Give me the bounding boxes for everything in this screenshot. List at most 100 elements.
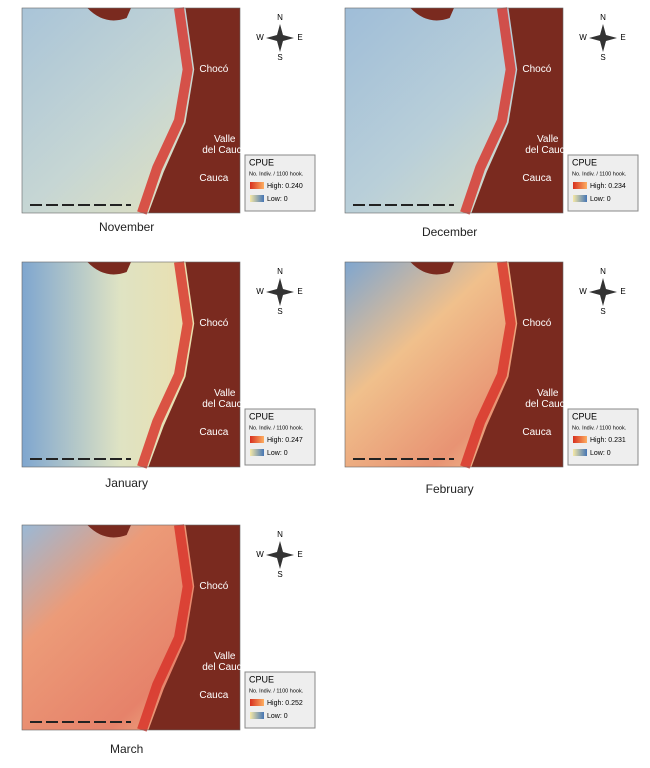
compass-n: N bbox=[277, 267, 283, 276]
month-label: March bbox=[110, 742, 143, 756]
region-label: Chocó bbox=[199, 64, 228, 75]
legend-swatch-low bbox=[573, 449, 587, 456]
compass-e: E bbox=[297, 33, 302, 42]
coastal-band bbox=[460, 7, 516, 215]
legend-title: CPUE bbox=[249, 411, 274, 421]
map-frame bbox=[21, 524, 241, 731]
legend-low: Low: 0 bbox=[590, 450, 611, 457]
compass-e: E bbox=[297, 287, 302, 296]
coastal-band bbox=[137, 524, 193, 732]
compass-w: W bbox=[256, 550, 264, 559]
land bbox=[410, 262, 454, 275]
region-label: Chocó bbox=[522, 64, 551, 75]
region-label: Cauca bbox=[522, 427, 551, 438]
region-label: Cauca bbox=[199, 427, 228, 438]
compass-rose bbox=[266, 24, 294, 52]
legend-title: CPUE bbox=[249, 674, 274, 684]
legend-low: Low: 0 bbox=[590, 196, 611, 203]
month-label: January bbox=[105, 476, 148, 490]
land bbox=[148, 8, 240, 213]
coastal-band bbox=[460, 261, 516, 469]
land bbox=[87, 262, 131, 275]
coastal-band bbox=[137, 7, 193, 215]
region-label: del Cauca bbox=[202, 662, 247, 673]
legend-unit: No. Indiv. / 1100 hook. bbox=[572, 171, 627, 177]
region-label: Valle bbox=[537, 134, 559, 145]
compass-w: W bbox=[579, 33, 587, 42]
legend-swatch-low bbox=[250, 195, 264, 202]
month-label: November bbox=[99, 220, 154, 234]
compass-n: N bbox=[600, 13, 606, 22]
legend-swatch-high bbox=[250, 699, 264, 706]
map-frame bbox=[21, 261, 241, 468]
compass-w: W bbox=[256, 287, 264, 296]
region-label: del Cauca bbox=[525, 145, 570, 156]
compass-s: S bbox=[277, 307, 282, 316]
compass-rose bbox=[589, 24, 617, 52]
region-label: del Cauca bbox=[202, 145, 247, 156]
legend-swatch-high bbox=[250, 182, 264, 189]
land bbox=[87, 525, 131, 538]
region-label: Valle bbox=[537, 388, 559, 399]
legend-title: CPUE bbox=[572, 411, 597, 421]
compass-s: S bbox=[277, 53, 282, 62]
region-label: del Cauca bbox=[202, 399, 247, 410]
legend-high: High: 0.234 bbox=[590, 183, 626, 190]
land bbox=[471, 8, 563, 213]
legend-low: Low: 0 bbox=[267, 450, 288, 457]
land bbox=[148, 525, 240, 730]
land bbox=[410, 8, 454, 21]
legend-unit: No. Indiv. / 1100 hook. bbox=[249, 171, 304, 177]
legend-low: Low: 0 bbox=[267, 196, 288, 203]
land bbox=[87, 8, 131, 21]
compass-n: N bbox=[277, 530, 283, 539]
compass-w: W bbox=[579, 287, 587, 296]
map-frame bbox=[344, 7, 564, 214]
legend-swatch-high bbox=[250, 436, 264, 443]
compass-s: S bbox=[600, 53, 605, 62]
compass-rose bbox=[266, 541, 294, 569]
region-label: Chocó bbox=[522, 318, 551, 329]
compass-e: E bbox=[620, 33, 625, 42]
compass-rose bbox=[589, 278, 617, 306]
compass-s: S bbox=[277, 570, 282, 579]
legend-title: CPUE bbox=[249, 157, 274, 167]
region-label: Chocó bbox=[199, 581, 228, 592]
compass-n: N bbox=[277, 13, 283, 22]
land bbox=[148, 262, 240, 467]
region-label: del Cauca bbox=[525, 399, 570, 410]
coastal-band bbox=[137, 261, 193, 469]
map-frame bbox=[344, 261, 564, 468]
region-label: Chocó bbox=[199, 318, 228, 329]
legend-high: High: 0.240 bbox=[267, 183, 303, 190]
legend-swatch-high bbox=[573, 182, 587, 189]
compass-rose bbox=[266, 278, 294, 306]
legend-unit: No. Indiv. / 1100 hook. bbox=[249, 425, 304, 431]
legend-swatch-high bbox=[573, 436, 587, 443]
region-label: Cauca bbox=[199, 690, 228, 701]
compass-n: N bbox=[600, 267, 606, 276]
region-label: Cauca bbox=[522, 173, 551, 184]
legend-swatch-low bbox=[250, 712, 264, 719]
legend-high: High: 0.252 bbox=[267, 700, 303, 707]
region-label: Valle bbox=[214, 388, 236, 399]
legend-title: CPUE bbox=[572, 157, 597, 167]
month-label: December bbox=[422, 225, 477, 239]
region-label: Valle bbox=[214, 134, 236, 145]
region-label: Cauca bbox=[199, 173, 228, 184]
legend-swatch-low bbox=[573, 195, 587, 202]
compass-w: W bbox=[256, 33, 264, 42]
compass-s: S bbox=[600, 307, 605, 316]
legend-unit: No. Indiv. / 1100 hook. bbox=[572, 425, 627, 431]
legend-low: Low: 0 bbox=[267, 713, 288, 720]
compass-e: E bbox=[297, 550, 302, 559]
legend-high: High: 0.247 bbox=[267, 437, 303, 444]
map-frame bbox=[21, 7, 241, 214]
month-label: February bbox=[426, 482, 474, 496]
land bbox=[471, 262, 563, 467]
